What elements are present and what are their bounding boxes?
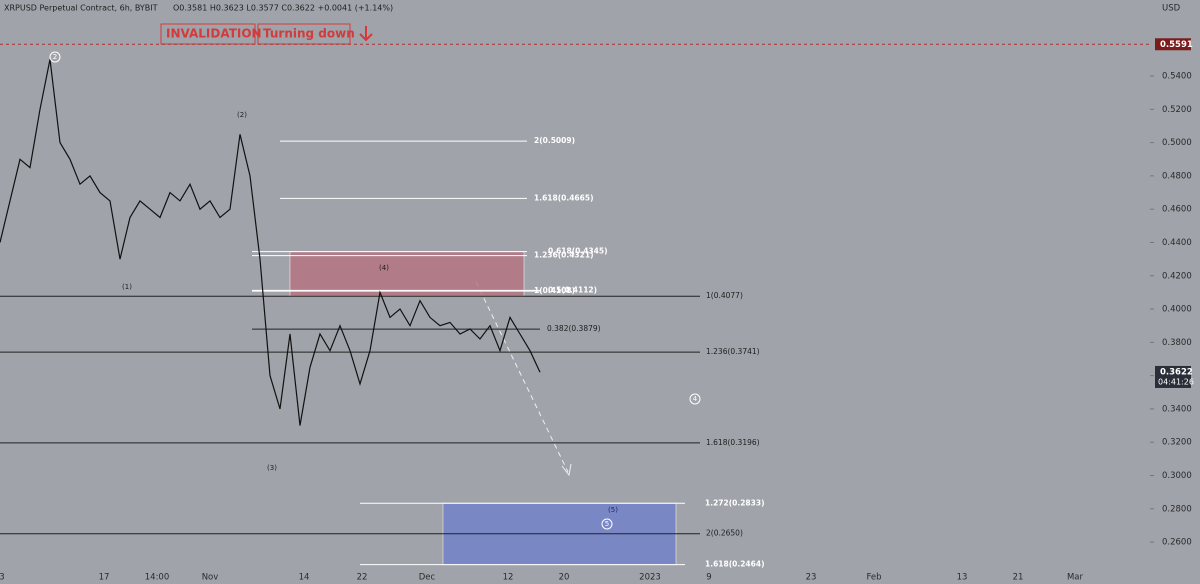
y-tick-label: 0.3800 [1162, 338, 1192, 348]
price-line [0, 59, 541, 426]
y-tick-label: 0.5200 [1162, 105, 1192, 115]
fib-label: 1.618(0.4665) [534, 193, 594, 202]
fib-label: 1.618(0.3196) [706, 438, 760, 447]
wave-circle [49, 51, 61, 63]
fib-label: 1.618(0.2464) [705, 560, 765, 569]
banner-box [257, 23, 351, 45]
fib-label: 1(0.4108) [534, 286, 575, 295]
fib-label: 1.272(0.2833) [705, 498, 765, 507]
fib-label: 2(0.5009) [534, 136, 575, 145]
y-tick-label: 0.5000 [1162, 138, 1192, 148]
fib-label: 1.236(0.4321) [534, 251, 594, 260]
projection-arrow [475, 281, 569, 473]
down-arrow [359, 26, 373, 42]
wave-label: (3) [267, 464, 277, 472]
x-tick-label: 2023 [639, 573, 661, 583]
x-tick-label: 20 [559, 573, 570, 583]
y-tick-label: 0.2600 [1162, 538, 1192, 548]
ohlc: O0.3581 H0.3623 L0.3577 C0.3622 +0.0041 … [173, 4, 393, 13]
fib-label: 1.236(0.3741) [706, 347, 760, 356]
x-tick-label: 9 [706, 573, 711, 583]
price-tag [1155, 365, 1191, 388]
y-tick-label: 0.2800 [1162, 504, 1192, 514]
x-tick-label: 21 [1013, 573, 1024, 583]
x-tick-label: 14 [299, 573, 310, 583]
wave-label: (4) [379, 264, 389, 272]
countdown: 04:41:26 [1158, 377, 1194, 386]
y-tick-label: 0.3400 [1162, 404, 1192, 414]
x-tick-label: Feb [866, 573, 881, 583]
price-axis-bg [1150, 0, 1200, 584]
x-tick-label: Nov [202, 573, 219, 583]
x-tick-label: 23 [806, 573, 817, 583]
y-tick-label: 0.4600 [1162, 205, 1192, 215]
fib-label: 0.5(0.4112) [548, 285, 597, 294]
x-tick-label: 17 [99, 573, 110, 583]
x-tick-label: 12 [503, 573, 514, 583]
fib-label: 0.382(0.3879) [547, 324, 601, 333]
x-tick-label: 3 [0, 573, 5, 583]
projection-arrow-head [561, 463, 572, 477]
wave-label: (2) [237, 111, 247, 119]
banner: INVALIDATION [166, 27, 262, 41]
price-tag-label: 0.5591 [1160, 40, 1193, 50]
currency: USD [1162, 4, 1181, 14]
wave-circle [689, 393, 701, 405]
x-tick-label: Dec [419, 573, 436, 583]
price-tag [1155, 38, 1191, 51]
banner: Turning down [263, 27, 355, 41]
wave-label: 4 [693, 395, 698, 403]
wave-label: 5 [605, 520, 609, 528]
banner-box [160, 23, 256, 45]
y-tick-label: 0.4400 [1162, 238, 1192, 248]
price-tag-label: 0.3622 [1160, 367, 1193, 377]
y-tick-label: 0.4200 [1162, 271, 1192, 281]
x-tick-label: Mar [1067, 573, 1084, 583]
y-tick-label: 0.4000 [1162, 305, 1192, 315]
zone [289, 251, 525, 297]
y-tick-label: 0.4800 [1162, 171, 1192, 181]
y-tick-label: 0.5400 [1162, 72, 1192, 82]
wave-label: (1) [122, 283, 132, 291]
x-tick-label: 22 [357, 573, 368, 583]
wave-label: 2 [53, 53, 57, 61]
wave-label: (5) [608, 506, 618, 514]
y-tick-label: 0.3200 [1162, 438, 1192, 448]
fib-label: 2(0.2650) [706, 529, 743, 538]
x-tick-label: 13 [957, 573, 968, 583]
symbol: XRPUSD Perpetual Contract, 6h, BYBIT [4, 4, 158, 13]
wave-circle [601, 518, 613, 530]
x-tick-label: 14:00 [145, 573, 170, 583]
fib-label: 1(0.4077) [706, 291, 743, 300]
fib-label: 0.618(0.4345) [548, 247, 608, 256]
y-tick-label: 0.3000 [1162, 471, 1192, 481]
